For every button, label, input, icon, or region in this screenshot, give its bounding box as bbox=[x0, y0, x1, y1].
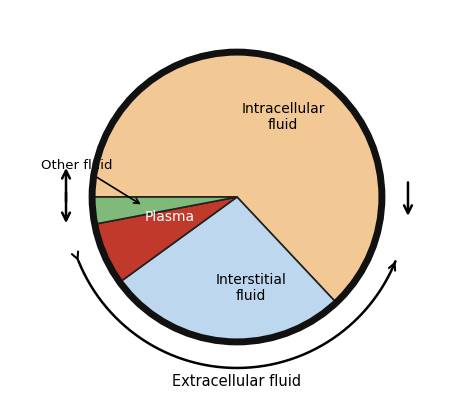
Wedge shape bbox=[92, 197, 237, 224]
Wedge shape bbox=[95, 197, 237, 282]
Text: Extracellular fluid: Extracellular fluid bbox=[173, 374, 301, 388]
Text: Interstitial
fluid: Interstitial fluid bbox=[215, 273, 286, 303]
Text: Other fluid: Other fluid bbox=[41, 159, 139, 203]
Text: Plasma: Plasma bbox=[145, 210, 195, 224]
Wedge shape bbox=[92, 52, 382, 303]
Wedge shape bbox=[120, 197, 336, 342]
Text: Intracellular
fluid: Intracellular fluid bbox=[241, 102, 325, 132]
